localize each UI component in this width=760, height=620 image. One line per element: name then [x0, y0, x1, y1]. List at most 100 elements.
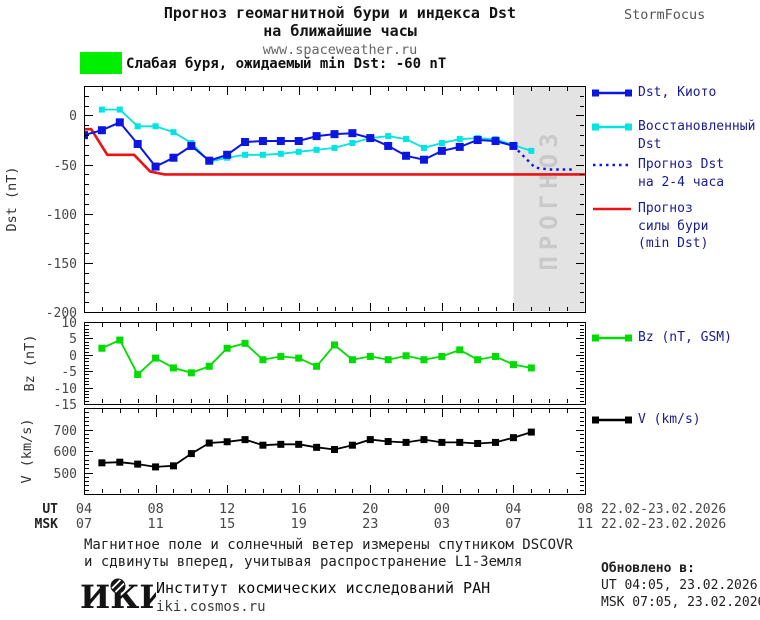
- marker-dst_kyoto: [330, 130, 339, 139]
- marker-dst_kyoto: [491, 137, 500, 146]
- y-axis-title: Dst (nT): [4, 166, 20, 231]
- marker-bz: [187, 369, 195, 377]
- marker-dst_kyoto: [187, 141, 196, 150]
- brand-label: StormFocus: [624, 7, 706, 23]
- marker-v: [187, 450, 195, 458]
- marker-dst_restored: [349, 139, 356, 146]
- marker-bz: [134, 370, 142, 378]
- legend-item: Bz (nT, GSM): [592, 329, 760, 347]
- marker-dst_kyoto: [455, 142, 464, 151]
- marker-dst_kyoto: [115, 118, 124, 127]
- x-tick-ut: 04: [76, 501, 92, 517]
- marker-dst_restored: [116, 106, 123, 113]
- x-tick-msk: 07: [505, 516, 521, 532]
- marker-dst_kyoto: [402, 151, 411, 160]
- series-layer: [98, 336, 535, 378]
- marker-bz: [384, 356, 392, 364]
- y-tick-label: 600: [54, 445, 77, 460]
- x-tick-msk: 03: [434, 516, 450, 532]
- panel-frame: [84, 86, 586, 313]
- marker-dst_kyoto: [169, 153, 178, 162]
- marker-dst_restored: [259, 151, 266, 158]
- marker-v: [474, 439, 482, 447]
- marker-dst_restored: [438, 139, 445, 146]
- marker-v: [259, 441, 267, 449]
- marker-bz: [277, 352, 285, 360]
- marker-bz: [509, 361, 517, 369]
- legend-label: Восстановленный: [638, 119, 756, 134]
- tick-marks: [84, 322, 586, 405]
- y-tick-label: 0: [69, 349, 77, 364]
- legend-label: Прогноз: [638, 201, 693, 216]
- legend-item: Dst, Киото: [592, 84, 760, 102]
- marker-bz: [313, 362, 321, 370]
- y-tick-label: -5: [61, 365, 77, 380]
- msk-row-label: MSK: [35, 517, 59, 532]
- legend-bz: Bz (nT, GSM): [592, 329, 760, 349]
- legend-swatch-line: [593, 207, 631, 211]
- legend-v: V (km/s): [592, 411, 760, 431]
- legend-item: V (km/s): [592, 411, 760, 429]
- marker-dst_kyoto: [133, 139, 142, 148]
- legend-label: Bz (nT, GSM): [638, 330, 732, 345]
- legend-label: Прогноз Dst: [638, 157, 725, 172]
- forecast-band: [513, 86, 585, 312]
- footnote-line2: и сдвинуты вперед, учитывая распростране…: [84, 554, 523, 570]
- marker-bz: [241, 339, 249, 347]
- marker-v: [509, 434, 517, 442]
- marker-v: [456, 438, 464, 446]
- marker-dst_restored: [456, 136, 463, 143]
- legend-item: Восстановленный Dst: [592, 118, 760, 153]
- marker-dst_restored: [385, 133, 392, 140]
- legend-main: Dst, Киото Восстановленный Dst Прогноз Dst н…: [592, 84, 760, 264]
- marker-v: [438, 438, 446, 446]
- website-url: www.spaceweather.ru: [262, 42, 418, 58]
- updated-label: Обновлено в:: [601, 561, 695, 576]
- x-tick-ut: 04: [505, 501, 521, 517]
- y-tick-label: -50: [54, 159, 77, 174]
- legend-swatch-line-markers: [592, 416, 632, 424]
- marker-dst_restored: [528, 147, 535, 154]
- marker-v: [420, 436, 428, 444]
- series-storm_forecast: [84, 127, 585, 176]
- marker-bz: [169, 364, 177, 372]
- marker-dst_kyoto: [205, 156, 214, 165]
- marker-bz: [331, 341, 338, 349]
- marker-v: [331, 445, 338, 453]
- marker-dst_kyoto: [294, 137, 303, 146]
- title-block: Прогноз геомагнитной бури и индекса Dst …: [20, 4, 660, 58]
- panel-frame: [84, 408, 586, 495]
- series-layer: [84, 106, 585, 176]
- marker-dst_restored: [420, 144, 427, 151]
- panel-frame: [84, 322, 586, 405]
- panel-bz: -15-10 -50 510 Bz (nT): [22, 316, 586, 413]
- marker-dst_kyoto: [151, 162, 160, 171]
- marker-bz: [492, 352, 500, 360]
- marker-dst_kyoto: [312, 132, 321, 141]
- legend-label: силы бури: [638, 218, 709, 234]
- y-axis-title: V (km/s): [19, 418, 35, 483]
- ut-row-label: UT: [42, 502, 58, 517]
- marker-bz: [527, 364, 535, 372]
- marker-dst_kyoto: [473, 136, 482, 145]
- marker-dst_restored: [403, 136, 410, 143]
- x-tick-msk: 15: [219, 516, 235, 532]
- marker-dst_restored: [295, 148, 302, 155]
- x-axis-labels: 04070811121516192023000304070811UTMSK22.…: [35, 501, 727, 532]
- panel-dst: ПРОГНОЗ -200 -150 -100 -50 0 Dst (nT): [4, 86, 586, 321]
- x-tick-msk: 23: [362, 516, 378, 532]
- marker-dst_kyoto: [437, 146, 446, 155]
- y-tick-label: 10: [61, 316, 77, 331]
- marker-v: [402, 438, 410, 446]
- marker-v: [205, 439, 213, 447]
- page-title: Прогноз геомагнитной бури и индекса Dst: [163, 4, 517, 22]
- ut-date-range: 22.02-23.02.2026: [601, 502, 726, 517]
- marker-v: [492, 438, 500, 446]
- x-tick-ut: 00: [434, 501, 450, 517]
- y-tick-label: -200: [46, 306, 77, 321]
- marker-v: [223, 438, 231, 446]
- x-tick-msk: 11: [577, 516, 593, 532]
- footnote-line1: Магнитное поле и солнечный ветер измерен…: [84, 537, 573, 553]
- marker-v: [152, 463, 160, 471]
- marker-dst_restored: [98, 106, 105, 113]
